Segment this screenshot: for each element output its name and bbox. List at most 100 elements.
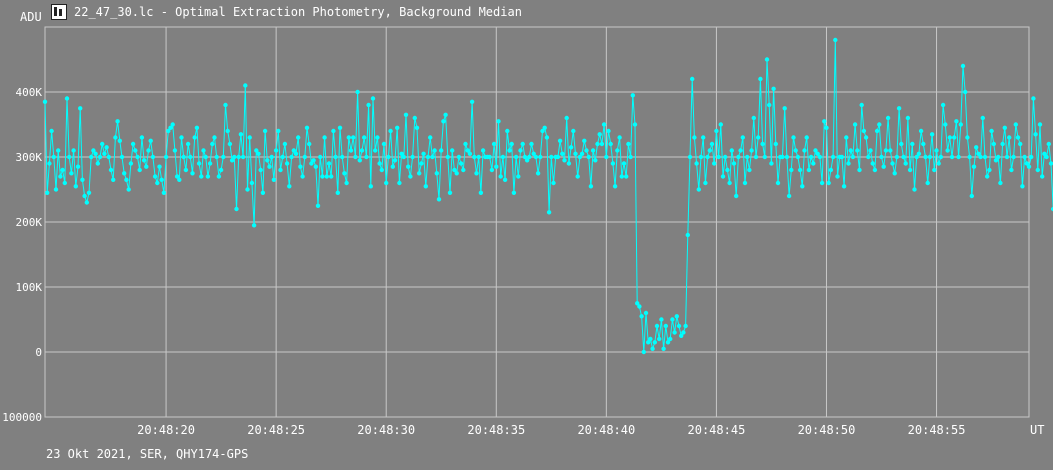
data-point bbox=[859, 102, 864, 108]
y-tick-label: 100K bbox=[16, 281, 43, 294]
data-point bbox=[304, 125, 310, 130]
data-point bbox=[45, 190, 50, 195]
data-point bbox=[767, 102, 772, 108]
data-point bbox=[106, 154, 112, 160]
data-point bbox=[943, 122, 948, 127]
data-point bbox=[1029, 154, 1034, 160]
data-point bbox=[813, 148, 818, 153]
data-point bbox=[610, 161, 616, 166]
data-point bbox=[516, 174, 521, 179]
data-point bbox=[289, 154, 294, 160]
data-point bbox=[144, 164, 149, 169]
data-point bbox=[731, 161, 737, 166]
data-point bbox=[227, 141, 233, 147]
data-point bbox=[450, 148, 455, 153]
data-point bbox=[454, 171, 459, 176]
data-point bbox=[978, 154, 983, 160]
data-point bbox=[1018, 141, 1023, 147]
data-point bbox=[586, 154, 591, 160]
data-point bbox=[793, 148, 798, 153]
data-point bbox=[654, 323, 660, 329]
data-point bbox=[157, 164, 162, 169]
data-point bbox=[221, 154, 226, 160]
data-point bbox=[630, 93, 635, 98]
data-point bbox=[491, 141, 497, 147]
data-point bbox=[901, 154, 906, 160]
data-point bbox=[58, 174, 63, 179]
data-point bbox=[443, 112, 448, 118]
data-point bbox=[161, 190, 167, 195]
data-point bbox=[927, 154, 933, 160]
data-point bbox=[181, 154, 186, 160]
data-point bbox=[232, 154, 237, 160]
plot-frame bbox=[44, 26, 1030, 418]
data-point bbox=[538, 154, 543, 160]
data-point bbox=[296, 135, 301, 140]
data-point bbox=[423, 184, 428, 189]
data-point bbox=[1048, 161, 1053, 166]
data-point bbox=[307, 141, 312, 147]
y-tick-label: 300K bbox=[16, 151, 43, 164]
data-point bbox=[467, 151, 473, 156]
data-point bbox=[593, 158, 598, 163]
data-point bbox=[868, 148, 873, 153]
data-point bbox=[861, 128, 867, 134]
data-point bbox=[62, 180, 67, 186]
data-point bbox=[344, 180, 349, 186]
data-point bbox=[390, 164, 395, 169]
data-point bbox=[273, 148, 279, 153]
data-point bbox=[652, 340, 657, 345]
data-point bbox=[168, 125, 173, 130]
data-point bbox=[436, 197, 442, 202]
data-point bbox=[982, 154, 988, 160]
data-point bbox=[119, 154, 125, 160]
data-point bbox=[370, 96, 376, 101]
data-point bbox=[817, 154, 823, 160]
data-point bbox=[848, 148, 853, 153]
data-point bbox=[183, 167, 189, 173]
data-point bbox=[91, 148, 96, 153]
data-point bbox=[527, 154, 532, 160]
data-point bbox=[67, 154, 72, 160]
data-point bbox=[522, 154, 528, 160]
data-point bbox=[276, 128, 281, 134]
data-point bbox=[373, 148, 378, 153]
data-point bbox=[725, 167, 730, 173]
data-point bbox=[1042, 151, 1047, 156]
data-point bbox=[480, 148, 486, 153]
data-point bbox=[260, 190, 266, 195]
data-point bbox=[1013, 122, 1018, 127]
data-point bbox=[852, 122, 858, 127]
data-point bbox=[432, 148, 437, 153]
data-point bbox=[425, 154, 431, 160]
data-point bbox=[879, 154, 884, 160]
data-point bbox=[302, 154, 307, 160]
data-point bbox=[687, 154, 693, 160]
data-point bbox=[736, 154, 741, 160]
data-point bbox=[573, 151, 578, 156]
data-point bbox=[703, 180, 708, 186]
data-point bbox=[797, 167, 803, 173]
data-point bbox=[315, 203, 321, 208]
data-point bbox=[568, 145, 574, 150]
data-point bbox=[1035, 167, 1041, 173]
data-point bbox=[863, 135, 869, 140]
data-point bbox=[698, 154, 704, 160]
data-point bbox=[782, 106, 787, 111]
data-point bbox=[42, 99, 48, 105]
data-point bbox=[881, 164, 886, 169]
data-point bbox=[760, 141, 765, 147]
data-point bbox=[399, 151, 404, 156]
data-point bbox=[632, 122, 638, 127]
data-point bbox=[758, 76, 763, 82]
data-point bbox=[287, 184, 292, 189]
data-point bbox=[624, 174, 629, 179]
data-point bbox=[694, 161, 699, 166]
data-point bbox=[496, 119, 501, 124]
data-point bbox=[445, 154, 450, 160]
data-point bbox=[386, 154, 391, 160]
data-point bbox=[284, 161, 290, 166]
data-point bbox=[806, 167, 812, 173]
data-point bbox=[822, 119, 827, 124]
